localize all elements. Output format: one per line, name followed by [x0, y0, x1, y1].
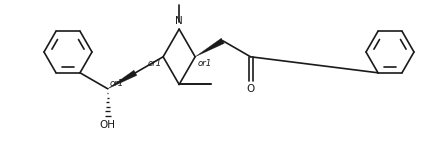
Text: or1: or1: [197, 59, 212, 68]
Text: O: O: [246, 84, 255, 94]
Polygon shape: [195, 38, 224, 57]
Polygon shape: [108, 70, 137, 89]
Text: or1: or1: [148, 59, 162, 68]
Text: OH: OH: [100, 120, 116, 130]
Text: N: N: [175, 16, 183, 26]
Text: or1: or1: [110, 79, 124, 88]
